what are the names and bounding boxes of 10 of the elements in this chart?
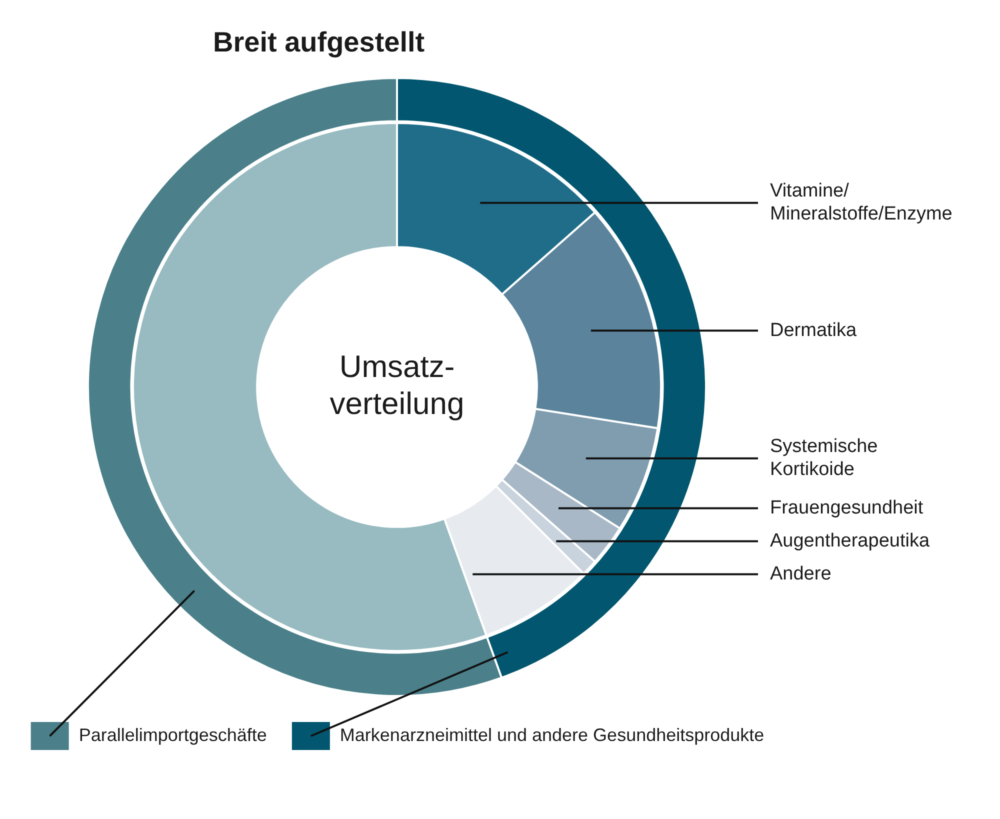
chart-title: Breit aufgestellt — [213, 26, 425, 58]
slice-label: Andere — [770, 563, 832, 584]
slice-label: Vitamine/Mineralstoffe/Enzyme — [770, 180, 952, 225]
slice-label: Frauengesundheit — [770, 497, 924, 518]
text: Umsatz- verteilung — [330, 349, 464, 422]
slice-label: Dermatika — [770, 320, 858, 341]
slice-label: Augentherapeutika — [770, 530, 930, 552]
slice-label: Systemische Kortikoide — [770, 436, 878, 480]
legend-label: Markenarzneimittel und andere Gesundheitsprodukte — [340, 724, 764, 745]
legend-label: Parallelimportgeschäfte — [78, 724, 267, 745]
